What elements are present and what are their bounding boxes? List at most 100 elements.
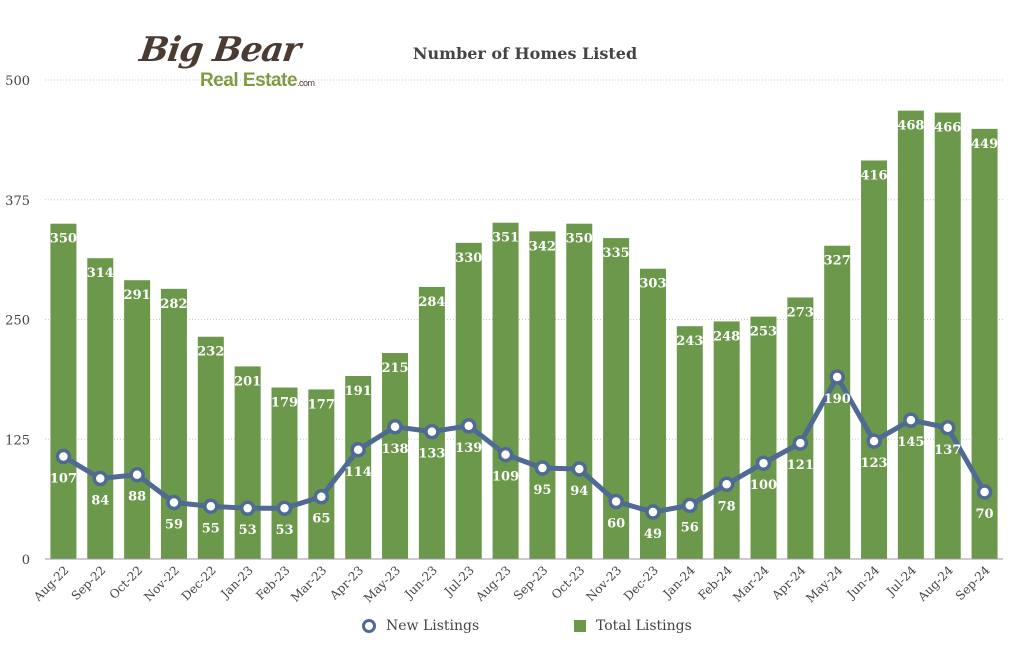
bar-value-label: 201 xyxy=(234,374,261,389)
x-tick-label: Jan-24 xyxy=(659,563,698,602)
line-value-label: 84 xyxy=(91,494,109,509)
legend-label-new-listings: New Listings xyxy=(386,618,480,634)
x-tick-label: Oct-23 xyxy=(549,563,588,602)
line-point xyxy=(718,476,735,493)
bar xyxy=(455,242,482,560)
bar-value-label: 232 xyxy=(197,345,224,360)
line-value-label: 53 xyxy=(275,523,293,538)
bar-value-label: 342 xyxy=(529,239,556,254)
x-tick-label: Sep-23 xyxy=(511,563,551,603)
x-tick-label: May-24 xyxy=(803,563,845,605)
line-value-label: 139 xyxy=(455,441,482,456)
line-point xyxy=(497,446,514,463)
bar-value-label: 449 xyxy=(971,137,998,152)
bar-value-label: 284 xyxy=(418,295,445,310)
line-value-label: 88 xyxy=(128,490,146,505)
line-value-label: 49 xyxy=(644,527,662,542)
line-point xyxy=(682,497,698,514)
bar xyxy=(418,286,445,559)
bar xyxy=(271,387,298,559)
x-tick-label: Mar-24 xyxy=(730,563,772,605)
line-point xyxy=(92,470,109,487)
bar-value-label: 303 xyxy=(639,277,666,292)
x-tick-label: Jun-24 xyxy=(843,563,883,603)
legend-item-new-listings: New Listings xyxy=(362,618,479,634)
line-point xyxy=(939,420,956,436)
bar-value-label: 468 xyxy=(897,119,924,134)
x-tick-label: Aug-22 xyxy=(30,563,71,604)
line-point xyxy=(571,461,588,477)
y-tick-label: 0 xyxy=(22,553,30,568)
x-tick-label: Jul-24 xyxy=(882,563,919,600)
bar xyxy=(861,160,888,560)
brand-logo: Big Bear Real Estate.com xyxy=(130,30,335,98)
line-value-label: 56 xyxy=(681,520,699,535)
line-point xyxy=(460,418,477,434)
bar-value-label: 416 xyxy=(860,168,887,183)
chart-title: Number of Homes Listed xyxy=(412,44,638,63)
legend-line-marker xyxy=(362,619,376,633)
x-tick-label: Sep-22 xyxy=(69,563,109,603)
logo-suffix: .com xyxy=(296,78,315,88)
bar-value-label: 314 xyxy=(87,266,114,281)
bar-value-label: 351 xyxy=(492,231,519,246)
bar xyxy=(897,110,924,559)
y-tick-label: 125 xyxy=(5,433,30,448)
line-value-label: 94 xyxy=(570,484,588,499)
bar-value-label: 191 xyxy=(345,384,372,399)
legend-item-total-listings: Total Listings xyxy=(574,618,692,634)
x-tick-label: Nov-23 xyxy=(583,563,624,604)
logo-text-sub: Real Estate.com xyxy=(200,70,315,92)
line-value-label: 59 xyxy=(165,517,183,532)
y-tick-label: 250 xyxy=(5,314,30,329)
line-value-label: 123 xyxy=(860,456,887,471)
line-point xyxy=(829,369,845,385)
x-tick-label: Nov-22 xyxy=(141,563,182,604)
line-point xyxy=(976,484,993,500)
bar xyxy=(934,112,961,560)
x-tick-label: Aug-24 xyxy=(915,563,957,605)
line-value-label: 95 xyxy=(533,483,551,498)
x-tick-label: Mar-23 xyxy=(288,563,329,604)
line-value-label: 53 xyxy=(239,523,257,538)
bar xyxy=(160,288,187,559)
bar-value-label: 282 xyxy=(160,297,187,312)
x-tick-label: Aug-23 xyxy=(472,563,513,604)
x-tick-label: Oct-22 xyxy=(107,563,146,602)
line-point xyxy=(239,500,256,516)
x-tick-label: Jun-23 xyxy=(401,563,440,602)
logo-sub-label: Real Estate xyxy=(200,70,297,91)
y-tick-label: 500 xyxy=(5,74,30,89)
line-value-label: 70 xyxy=(976,507,994,522)
line-value-label: 100 xyxy=(750,478,777,493)
bar-value-label: 291 xyxy=(124,288,151,303)
line-point xyxy=(534,460,551,476)
bar xyxy=(50,223,77,559)
line-point xyxy=(645,504,661,520)
line-value-label: 138 xyxy=(381,442,408,457)
line-value-label: 137 xyxy=(934,443,961,458)
x-tick-label: Jan-23 xyxy=(217,563,256,602)
line-point xyxy=(350,442,366,458)
line-value-label: 60 xyxy=(607,517,625,532)
line-point xyxy=(755,455,772,471)
line-point xyxy=(903,412,919,428)
bar-value-label: 273 xyxy=(787,305,814,320)
bar-value-label: 248 xyxy=(713,329,740,344)
line-value-label: 145 xyxy=(897,435,924,450)
legend-label-total-listings: Total Listings xyxy=(596,618,692,634)
line-value-label: 55 xyxy=(202,521,220,536)
x-tick-label: Dec-23 xyxy=(621,563,661,603)
bar xyxy=(750,316,777,559)
line-point xyxy=(387,419,403,435)
bar-value-label: 253 xyxy=(750,325,777,340)
bar xyxy=(197,336,224,559)
bar xyxy=(492,222,519,559)
x-tick-label: Sep-24 xyxy=(953,563,993,603)
y-tick-label: 375 xyxy=(5,194,30,209)
line-point xyxy=(166,494,182,511)
bar xyxy=(566,223,593,559)
bar xyxy=(713,321,740,559)
bar-value-label: 243 xyxy=(676,334,703,349)
line-point xyxy=(424,423,440,440)
